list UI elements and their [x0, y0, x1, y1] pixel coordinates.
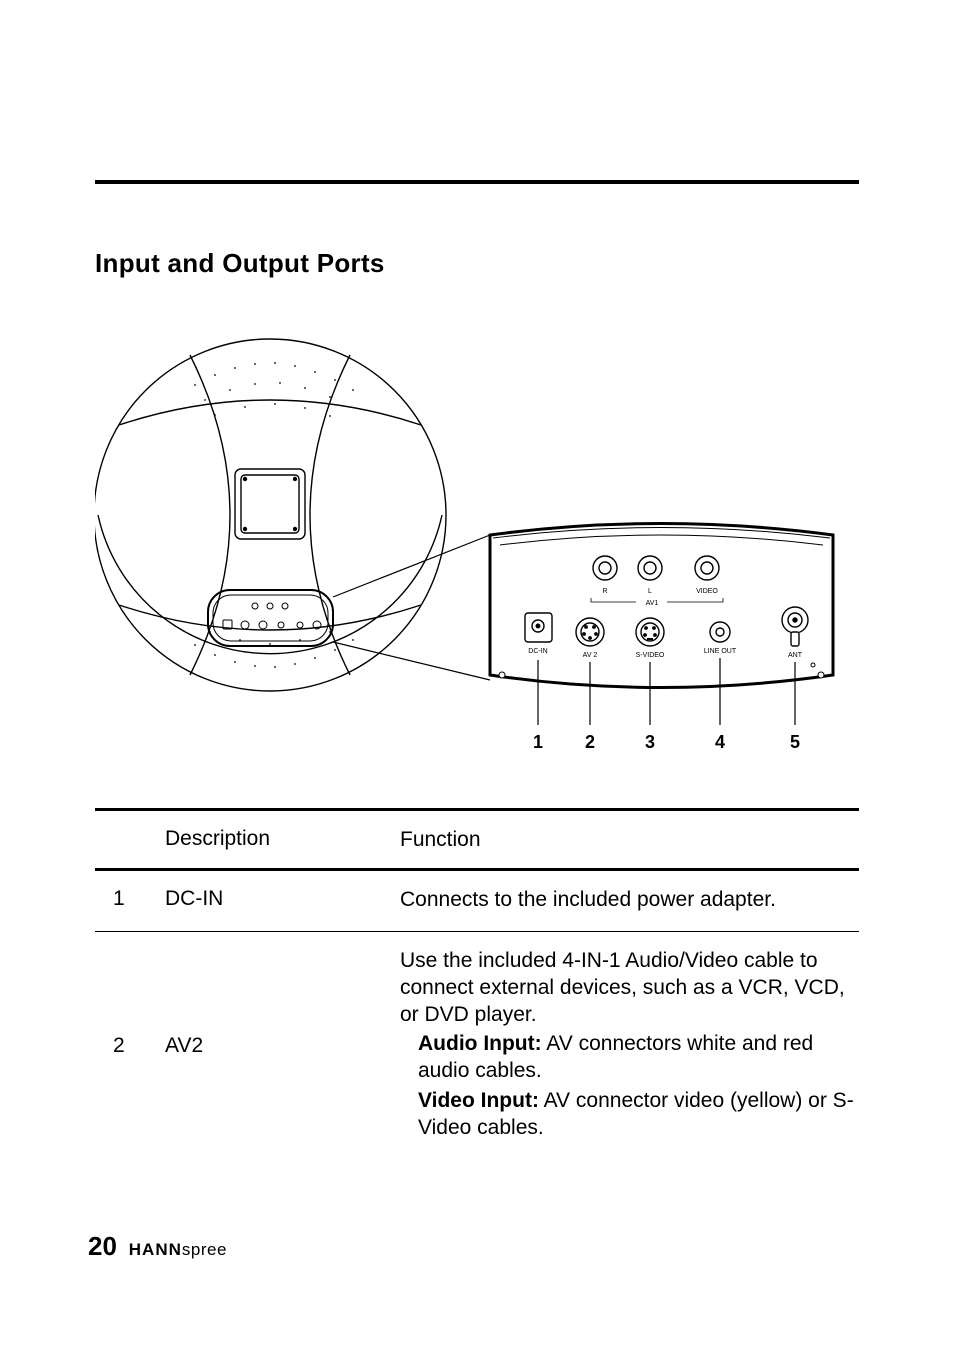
- header-desc: Description: [165, 827, 400, 851]
- cell-func: Use the included 4-IN-1 Audio/Video cabl…: [400, 948, 859, 1145]
- label-video: VIDEO: [696, 588, 718, 595]
- table-row: 2 AV2 Use the included 4-IN-1 Audio/Vide…: [95, 932, 859, 1159]
- page-footer: 20 HANNspree: [88, 1231, 227, 1262]
- label-l: L: [648, 588, 652, 595]
- cell-num: 1: [95, 887, 165, 911]
- label-av1: AV1: [646, 600, 659, 607]
- zoom-panel: [490, 524, 833, 688]
- callout-4: 4: [715, 732, 725, 752]
- device-body: [95, 339, 446, 691]
- header-func: Function: [400, 827, 859, 854]
- label-dcin: DC-IN: [528, 648, 547, 655]
- speaker-dots: [194, 362, 354, 668]
- cell-desc: AV2: [165, 1034, 400, 1058]
- mini-port-panel-inner: [213, 595, 328, 641]
- func-bold: Audio Input:: [418, 1032, 542, 1055]
- ports-table: Description Function 1 DC-IN Connects to…: [95, 808, 859, 1159]
- table-header-row: Description Function: [95, 811, 859, 868]
- func-text: Use the included 4-IN-1 Audio/Video cabl…: [400, 948, 859, 1029]
- lineout-port: [710, 622, 730, 642]
- callout-5: 5: [790, 732, 800, 752]
- func-bold: Video Input:: [418, 1089, 539, 1112]
- cell-func: Connects to the included power adapter.: [400, 887, 859, 917]
- av2-port: [576, 618, 604, 646]
- table-row: 1 DC-IN Connects to the included power a…: [95, 871, 859, 931]
- callout-3: 3: [645, 732, 655, 752]
- label-lineout: LINE OUT: [704, 648, 737, 655]
- cell-desc: DC-IN: [165, 887, 400, 911]
- mini-port-panel: [208, 590, 333, 646]
- brand-bold: HANN: [129, 1240, 182, 1259]
- brand-light: spree: [182, 1240, 227, 1259]
- cell-num: 2: [95, 1034, 165, 1058]
- dc-in-port: [525, 613, 552, 642]
- port-diagram: R L VIDEO AV1 DC-IN: [95, 320, 859, 760]
- label-r: R: [602, 588, 607, 595]
- func-text: Video Input: AV connector video (yellow)…: [400, 1088, 859, 1142]
- label-av2: AV 2: [583, 652, 598, 659]
- label-ant: ANT: [788, 652, 803, 659]
- label-svideo: S-VIDEO: [636, 652, 665, 659]
- top-rule: [95, 180, 859, 184]
- page: Input and Output Ports: [0, 0, 954, 1352]
- page-number: 20: [88, 1231, 117, 1261]
- callout-1: 1: [533, 732, 543, 752]
- func-text: Connects to the included power adapter.: [400, 887, 859, 914]
- func-text: Audio Input: AV connectors white and red…: [400, 1031, 859, 1085]
- callout-2: 2: [585, 732, 595, 752]
- section-heading: Input and Output Ports: [95, 248, 385, 279]
- av1-row: [593, 556, 719, 580]
- svideo-port: [636, 618, 664, 646]
